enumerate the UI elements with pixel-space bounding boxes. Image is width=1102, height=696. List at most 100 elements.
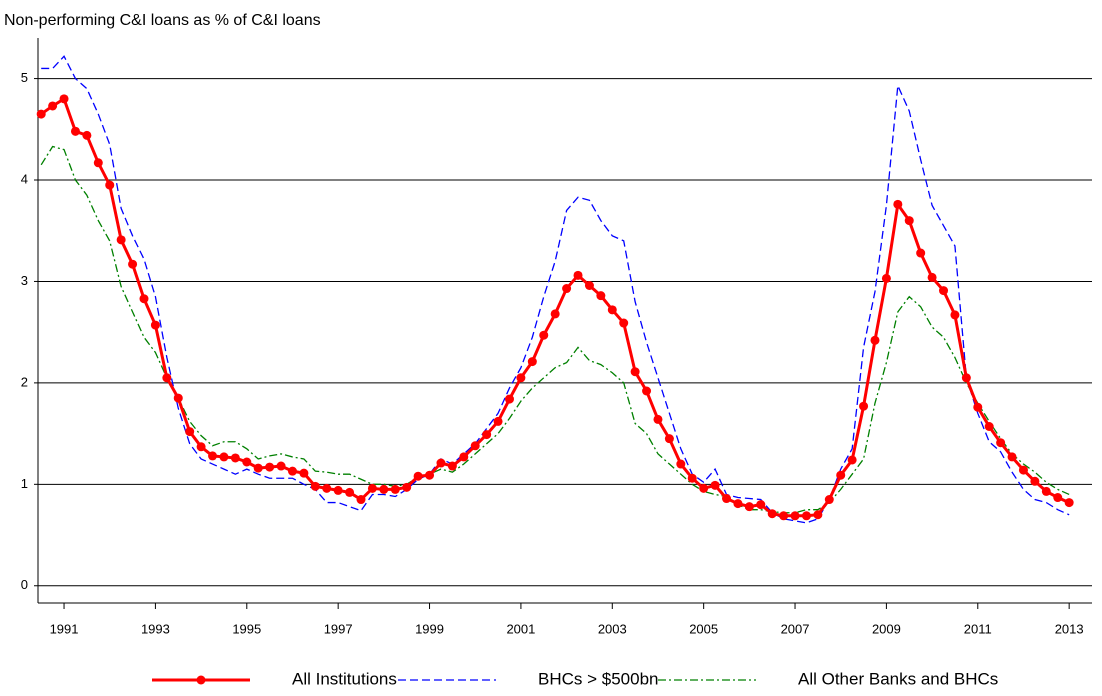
data-point — [927, 272, 937, 282]
data-point — [196, 442, 206, 452]
data-point — [801, 511, 811, 521]
data-point — [139, 294, 149, 304]
data-point — [310, 481, 320, 491]
data-point — [904, 216, 914, 226]
y-tick-label: 1 — [21, 476, 28, 491]
data-point — [756, 500, 766, 510]
data-point — [287, 466, 297, 476]
x-tick-label: 2003 — [598, 621, 627, 636]
data-point — [390, 484, 400, 494]
data-point — [70, 126, 80, 136]
data-point — [539, 330, 549, 340]
data-point — [1007, 452, 1017, 462]
data-point — [470, 441, 480, 451]
data-point — [322, 483, 332, 493]
data-point — [950, 310, 960, 320]
legend-label: All Institutions — [292, 669, 397, 688]
data-point — [242, 457, 252, 467]
x-tick-label: 1991 — [50, 621, 79, 636]
data-point — [93, 158, 103, 168]
data-point — [265, 462, 275, 472]
data-point — [173, 393, 183, 403]
data-point — [59, 94, 69, 104]
x-tick-label: 2001 — [506, 621, 535, 636]
data-point — [550, 309, 560, 319]
data-point — [653, 414, 663, 424]
y-tick-label: 0 — [21, 577, 28, 592]
data-point — [824, 495, 834, 505]
y-tick-label: 3 — [21, 273, 28, 288]
data-point — [710, 480, 720, 490]
data-point — [436, 458, 446, 468]
data-point — [813, 510, 823, 520]
data-point — [447, 461, 457, 471]
chart-title: Non-performing C&I loans as % of C&I loa… — [4, 12, 321, 29]
data-point — [425, 470, 435, 480]
y-tick-label: 5 — [21, 70, 28, 85]
legend-marker — [196, 675, 206, 685]
data-point — [1053, 493, 1063, 503]
data-point — [642, 386, 652, 396]
data-point — [367, 483, 377, 493]
data-point — [584, 281, 594, 291]
data-point — [333, 485, 343, 495]
data-point — [230, 453, 240, 463]
data-point — [116, 235, 126, 245]
data-point — [881, 273, 891, 283]
data-point — [493, 416, 503, 426]
data-point — [573, 270, 583, 280]
data-point — [48, 101, 58, 111]
data-point — [767, 509, 777, 519]
data-point — [744, 502, 754, 512]
data-point — [790, 511, 800, 521]
data-point — [699, 483, 709, 493]
data-point — [607, 305, 617, 315]
legend-label: All Other Banks and BHCs — [798, 669, 998, 688]
x-tick-label: 1999 — [415, 621, 444, 636]
data-point — [413, 471, 423, 481]
data-point — [733, 499, 743, 509]
series-line — [41, 55, 1070, 524]
data-point — [836, 470, 846, 480]
data-point — [459, 452, 469, 462]
data-point — [1018, 465, 1028, 475]
data-point — [961, 373, 971, 383]
data-point — [105, 180, 115, 190]
x-tick-label: 2007 — [781, 621, 810, 636]
series-line — [40, 145, 1070, 514]
data-point — [1041, 486, 1051, 496]
data-point — [185, 427, 195, 437]
data-point — [630, 367, 640, 377]
x-tick-label: 1997 — [324, 621, 353, 636]
data-point — [687, 473, 697, 483]
data-point — [128, 259, 138, 269]
series-line — [40, 96, 1070, 518]
data-point — [482, 430, 492, 440]
data-point — [722, 494, 732, 504]
x-tick-label: 2011 — [964, 621, 992, 636]
x-tick-label: 2013 — [1055, 621, 1084, 636]
data-point — [996, 438, 1006, 448]
data-point — [253, 463, 263, 473]
data-point — [596, 291, 606, 301]
data-point — [984, 422, 994, 432]
data-point — [36, 109, 46, 119]
data-point — [847, 455, 857, 465]
x-tick-label: 2005 — [689, 621, 718, 636]
x-tick-label: 1995 — [232, 621, 261, 636]
data-point — [356, 495, 366, 505]
data-point — [676, 459, 686, 469]
data-point — [402, 482, 412, 492]
data-point — [859, 401, 869, 411]
x-tick-label: 1993 — [141, 621, 170, 636]
data-point — [619, 318, 629, 328]
data-point — [219, 452, 229, 462]
x-tick-label: 2009 — [872, 621, 901, 636]
data-point — [516, 373, 526, 383]
data-point — [379, 484, 389, 494]
data-point — [345, 487, 355, 497]
data-point — [664, 434, 674, 444]
legend-label: BHCs > $500bn — [538, 669, 659, 688]
data-point — [1064, 498, 1074, 508]
